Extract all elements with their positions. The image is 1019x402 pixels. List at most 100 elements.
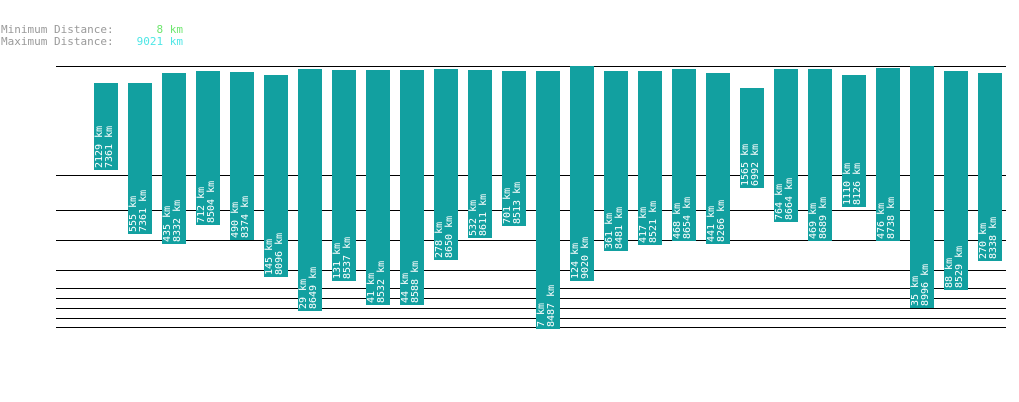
max-distance-label: Maximum Distance:	[1, 35, 114, 48]
bar	[876, 68, 900, 241]
bar	[94, 83, 118, 170]
bar-top-label: 764 km	[774, 184, 785, 220]
bar-bottom-label: 8374 km	[240, 196, 251, 238]
bar-top-label: 270 km	[978, 223, 989, 259]
bar	[536, 71, 560, 329]
distance-summary: Minimum Distance: 8 km Maximum Distance: 9…	[1, 24, 183, 48]
bar-top-label: 441 km	[706, 206, 717, 242]
bar-group: 35 km 8996 km	[910, 66, 934, 308]
min-distance-row: Minimum Distance: 8 km	[1, 24, 183, 36]
bar-bottom-label: 8521 km	[648, 201, 659, 243]
bar-group: 712 km 8504 km	[196, 71, 220, 225]
bar	[400, 70, 424, 305]
bar-group: 29 km 8649 km	[298, 69, 322, 311]
bar-group: 435 km 8332 km	[162, 73, 186, 244]
bar	[366, 70, 390, 305]
bar-top-label: 44 km	[400, 273, 411, 303]
bar-bottom-label: 8266 km	[716, 200, 727, 242]
bar-top-label: 469 km	[808, 203, 819, 239]
bar-top-label: 7 km	[536, 303, 547, 327]
bar	[332, 70, 356, 281]
bar-bottom-label: 8611 km	[478, 194, 489, 236]
bar-top-label: 2129 km	[94, 126, 105, 168]
bar-top-label: 712 km	[196, 187, 207, 223]
max-distance-row: Maximum Distance: 9021 km	[1, 36, 183, 48]
bar-bottom-label: 8529 km	[954, 246, 965, 288]
bar-group: 278 km 8650 km	[434, 69, 458, 260]
bar-group: 7 km 8487 km	[536, 71, 560, 329]
bar-top-label: 88 km	[944, 258, 955, 288]
min-distance-label: Minimum Distance:	[1, 23, 114, 36]
bar-top-label: 278 km	[434, 222, 445, 258]
bar	[298, 69, 322, 311]
bar-top-label: 29 km	[298, 279, 309, 309]
bar	[808, 69, 832, 241]
bar-bottom-label: 8650 km	[444, 216, 455, 258]
bar-group: 124 km 9020 km	[570, 66, 594, 281]
bar-bottom-label: 8481 km	[614, 207, 625, 249]
bar-bottom-label: 8513 km	[512, 182, 523, 224]
bar-bottom-label: 9020 km	[580, 237, 591, 279]
bar	[842, 75, 866, 207]
bar-top-label: 131 km	[332, 243, 343, 279]
bar-bottom-label: 7361 km	[104, 126, 115, 168]
bar-top-label: 555 km	[128, 196, 139, 232]
bar-bottom-label: 8537 km	[342, 237, 353, 279]
bar-bottom-label: 8532 km	[376, 261, 387, 303]
bar-bottom-label: 8588 km	[410, 261, 421, 303]
bar-group: 1110 km 8126 km	[842, 75, 866, 207]
bar-bottom-label: 8654 km	[682, 197, 693, 239]
bar-bottom-label: 8738 km	[886, 197, 897, 239]
bar-top-label: 435 km	[162, 206, 173, 242]
bar	[740, 88, 764, 188]
bar-top-label: 701 km	[502, 188, 513, 224]
bar-bottom-label: 8504 km	[206, 181, 217, 223]
bar-top-label: 532 km	[468, 200, 479, 236]
bar-bottom-label: 6992 km	[750, 144, 761, 186]
max-distance-value: 9021 km	[136, 35, 183, 48]
bar-group: 41 km 8532 km	[366, 70, 390, 305]
bar-group: 764 km 8664 km	[774, 69, 798, 222]
bar-group: 88 km 8529 km	[944, 71, 968, 290]
min-distance-value: 8 km	[156, 23, 184, 36]
bar-group: 417 km 8521 km	[638, 71, 662, 245]
bar	[264, 75, 288, 277]
bar	[774, 69, 798, 222]
bar-bottom-label: 7361 km	[138, 190, 149, 232]
bar-group: 532 km 8611 km	[468, 70, 492, 238]
bar-top-label: 361 km	[604, 213, 615, 249]
bar-group: 441 km 8266 km	[706, 73, 730, 244]
bar-group: 476 km 8738 km	[876, 68, 900, 241]
bar	[910, 66, 934, 308]
bar	[196, 71, 220, 225]
bar	[570, 66, 594, 281]
bar	[434, 69, 458, 260]
bar-group: 490 km 8374 km	[230, 72, 254, 240]
bar-group: 468 km 8654 km	[672, 69, 696, 241]
bar	[638, 71, 662, 245]
bar-top-label: 35 km	[910, 276, 921, 306]
bar	[944, 71, 968, 290]
bar-group: 1565 km 6992 km	[740, 88, 764, 188]
bar-bottom-label: 8096 km	[274, 233, 285, 275]
bar-bottom-label: 8689 km	[818, 197, 829, 239]
bar	[672, 69, 696, 241]
bar	[502, 71, 526, 226]
bar-group: 469 km 8689 km	[808, 69, 832, 241]
bar-group: 555 km 7361 km	[128, 83, 152, 234]
bar-bottom-label: 8664 km	[784, 178, 795, 220]
bar-group: 701 km 8513 km	[502, 71, 526, 226]
bar-top-label: 41 km	[366, 273, 377, 303]
bar-top-label: 417 km	[638, 207, 649, 243]
bar-group: 145 km 8096 km	[264, 75, 288, 277]
bar-top-label: 476 km	[876, 203, 887, 239]
bar-top-label: 1565 km	[740, 144, 751, 186]
bar-group: 270 km 8338 km	[978, 73, 1002, 261]
bar-bottom-label: 8996 km	[920, 264, 931, 306]
bar	[162, 73, 186, 244]
bar-bottom-label: 8126 km	[852, 163, 863, 205]
bar-top-label: 145 km	[264, 239, 275, 275]
bar-bottom-label: 8487 km	[546, 285, 557, 327]
bar	[978, 73, 1002, 261]
